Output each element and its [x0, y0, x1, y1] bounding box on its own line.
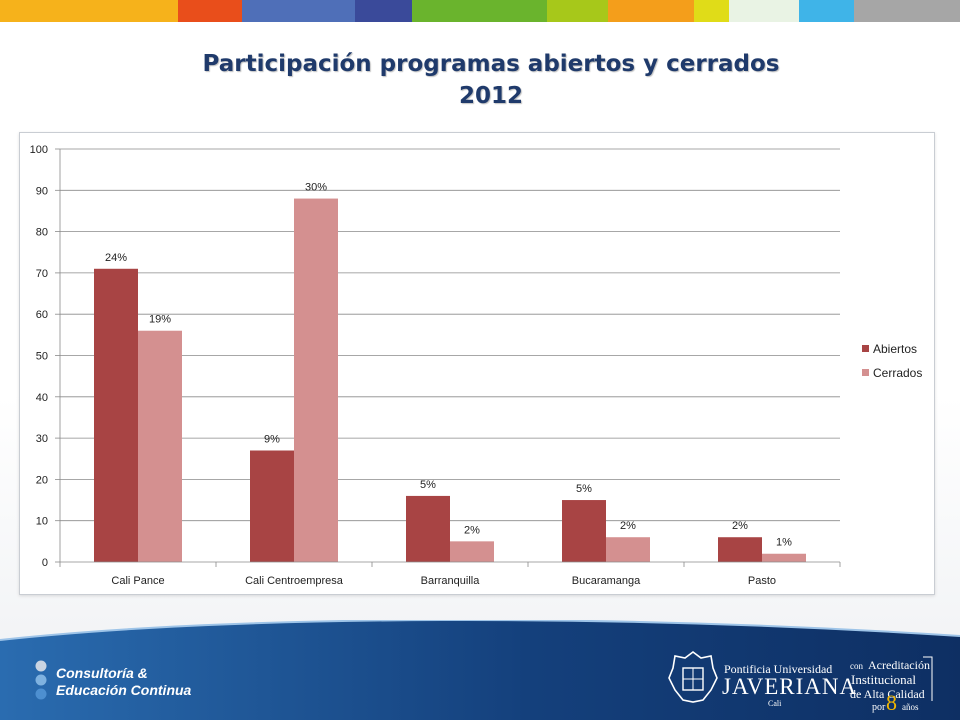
color-strip-segment [854, 0, 960, 22]
y-tick-label: 10 [36, 516, 48, 528]
y-tick-label: 70 [36, 268, 48, 280]
bar-cerrados [606, 537, 650, 562]
x-tick-label: Pasto [748, 575, 776, 587]
data-label: 2% [620, 520, 636, 532]
legend-label: Cerrados [873, 366, 922, 380]
chart-frame: 0 10 20 30 40 50 60 70 80 90 100 Cali Pance Cali Cen… [19, 132, 935, 595]
title-line-2: 2012 [458, 83, 523, 109]
bar-abiertos [562, 500, 606, 562]
slide-title: Participación programas abiertos y cerra… [0, 48, 960, 112]
data-label: 1% [776, 537, 792, 549]
legend-swatch [862, 369, 869, 376]
x-tick-label: Bucaramanga [572, 575, 641, 587]
accreditation-frame-icon [923, 656, 933, 701]
y-tick-label: 20 [36, 474, 48, 486]
bar-abiertos [250, 450, 294, 562]
bar-abiertos [94, 268, 138, 562]
bar-abiertos [718, 537, 762, 562]
legend-label: Abiertos [873, 342, 917, 356]
bar-cerrados [294, 198, 338, 562]
bar-cerrados [450, 541, 494, 562]
bar-cerrados [138, 330, 182, 562]
javeriana-line-1: Pontificia Universidad [724, 662, 833, 676]
y-tick-label: 50 [36, 351, 48, 363]
data-label: 2% [732, 520, 748, 532]
y-tick-label: 30 [36, 433, 48, 445]
accreditation-number: 8 [886, 690, 897, 715]
color-strip-segment [412, 0, 547, 22]
color-strip-segment [355, 0, 412, 22]
y-tick-label: 60 [36, 309, 48, 321]
accreditation-line-3: de Alta Calidad [850, 687, 925, 701]
y-tick-label: 90 [36, 185, 48, 197]
consultoria-logo-icon [35, 660, 47, 700]
data-label: 5% [420, 479, 436, 491]
x-tick-label: Barranquilla [421, 575, 481, 587]
data-label: 2% [464, 524, 480, 536]
color-strip-segment [547, 0, 608, 22]
color-strip-segment [694, 0, 729, 22]
bar-cerrados [762, 553, 806, 562]
color-strip-segment [799, 0, 854, 22]
legend-swatch [862, 345, 869, 352]
accreditation-line-2: Institucional [851, 672, 916, 687]
javeriana-line-2: JAVERIANA [722, 674, 858, 699]
color-strip-segment [729, 0, 799, 22]
data-label: 24% [105, 252, 127, 264]
y-tick-label: 40 [36, 392, 48, 404]
y-tick-label: 100 [30, 144, 48, 156]
data-label: 30% [305, 182, 327, 194]
bar-abiertos [406, 495, 450, 562]
x-tick-label: Cali Centroempresa [245, 575, 344, 587]
color-strip-segment [242, 0, 355, 22]
color-strip [0, 0, 960, 22]
data-label: 19% [149, 314, 171, 326]
footer-left-line-2: Educación Continua [56, 682, 192, 698]
bar-chart: 0 10 20 30 40 50 60 70 80 90 100 Cali Pance Cali Cen… [30, 144, 923, 587]
accreditation-con: con [850, 661, 863, 671]
javeriana-shield-icon [668, 651, 718, 703]
color-strip-segment [0, 0, 178, 22]
accreditation-por: por [872, 702, 886, 713]
y-tick-label: 0 [42, 557, 48, 569]
data-label: 5% [576, 483, 592, 495]
color-strip-segment [178, 0, 242, 22]
footer-band [0, 620, 960, 720]
data-label: 9% [264, 433, 280, 445]
title-line-1: Participación programas abiertos y cerra… [202, 51, 780, 77]
javeriana-line-3: Cali [768, 699, 782, 708]
footer-left-line-1: Consultoría & [56, 665, 148, 681]
color-strip-segment [608, 0, 694, 22]
y-tick-label: 80 [36, 227, 48, 239]
accreditation-line-1: Acreditación [868, 658, 930, 672]
accreditation-anos: años [902, 702, 919, 712]
x-tick-label: Cali Pance [111, 575, 164, 587]
